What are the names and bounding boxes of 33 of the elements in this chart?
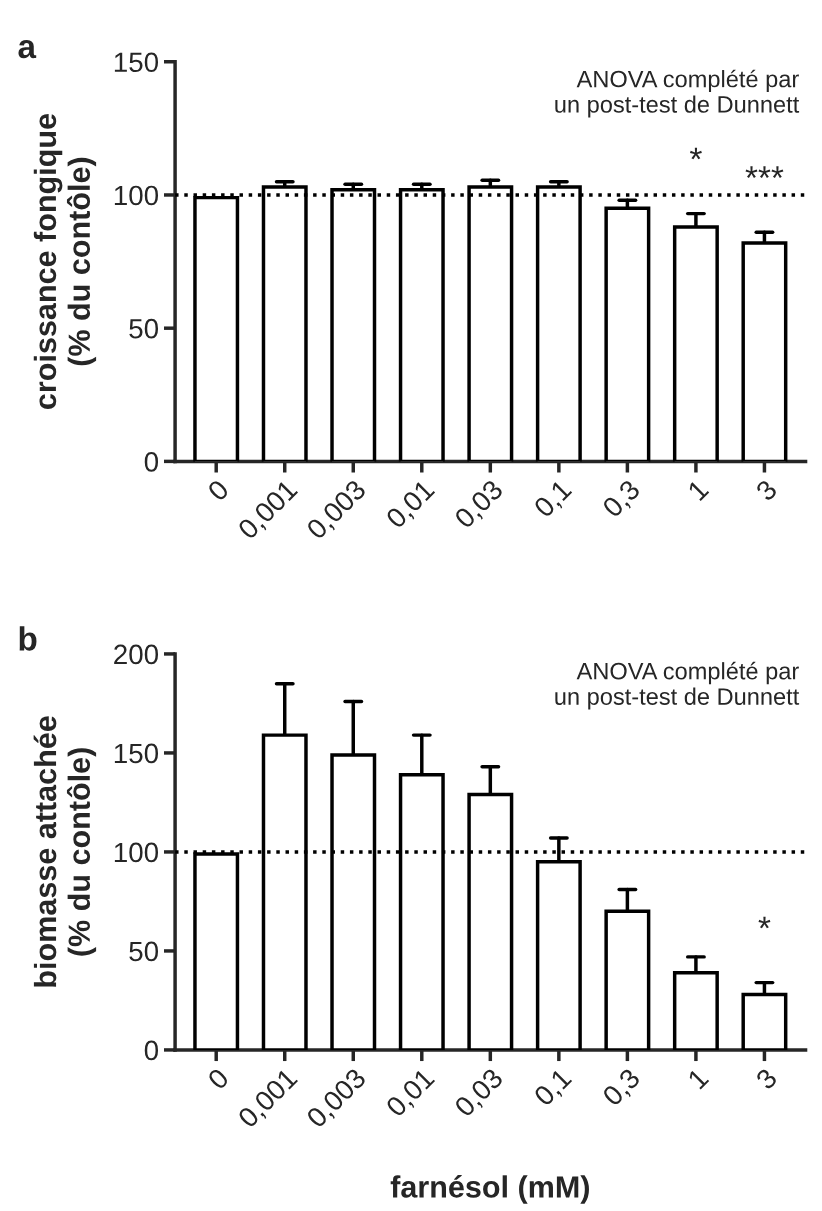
x-tick-label: 0 [206,478,230,502]
annotation: * [758,916,771,929]
y-tick-label: 0 [144,1040,159,1061]
annotation: ANOVA complété par un post-test de Dunnett [555,69,800,118]
x-axis-title: farnésol (mM) [390,1175,589,1204]
x-tick-label: 3 [754,1067,779,1091]
y-axis-title: croissance fongique (% du contôle) [33,114,97,409]
x-tick-label: 0,1 [532,1067,575,1110]
y-tick-label: 50 [129,318,159,339]
y-axis-title: biomasse attachée (% du contôle) [33,716,97,987]
x-tick-label: 0,3 [601,1067,644,1110]
chart-title: a [18,40,37,59]
y-tick-label: 150 [114,743,159,764]
annotation: *** [745,166,784,179]
y-tick-label: 50 [129,941,159,962]
x-tick-label: 0,03 [453,478,507,532]
y-tick-label: 200 [114,644,159,665]
x-tick-label: 1 [687,479,710,502]
chart-title: b [19,626,37,651]
x-tick-label: 0,01 [384,1067,438,1121]
y-tick-label: 100 [114,842,159,863]
y-tick-label: 0 [144,452,159,472]
annotation: * [689,147,702,160]
x-tick-label: 0 [206,1067,230,1091]
y-tick-label: 100 [114,185,159,206]
x-tick-label: 0,01 [384,478,438,532]
y-tick-label: 150 [114,52,159,73]
x-tick-label: 0,03 [453,1067,507,1121]
x-tick-label: 3 [754,478,779,502]
x-tick-label: 0,1 [532,478,575,521]
x-tick-label: 0,3 [601,478,644,521]
x-tick-label: 1 [687,1067,710,1090]
annotation: ANOVA complété par un post-test de Dunnett [555,661,800,710]
